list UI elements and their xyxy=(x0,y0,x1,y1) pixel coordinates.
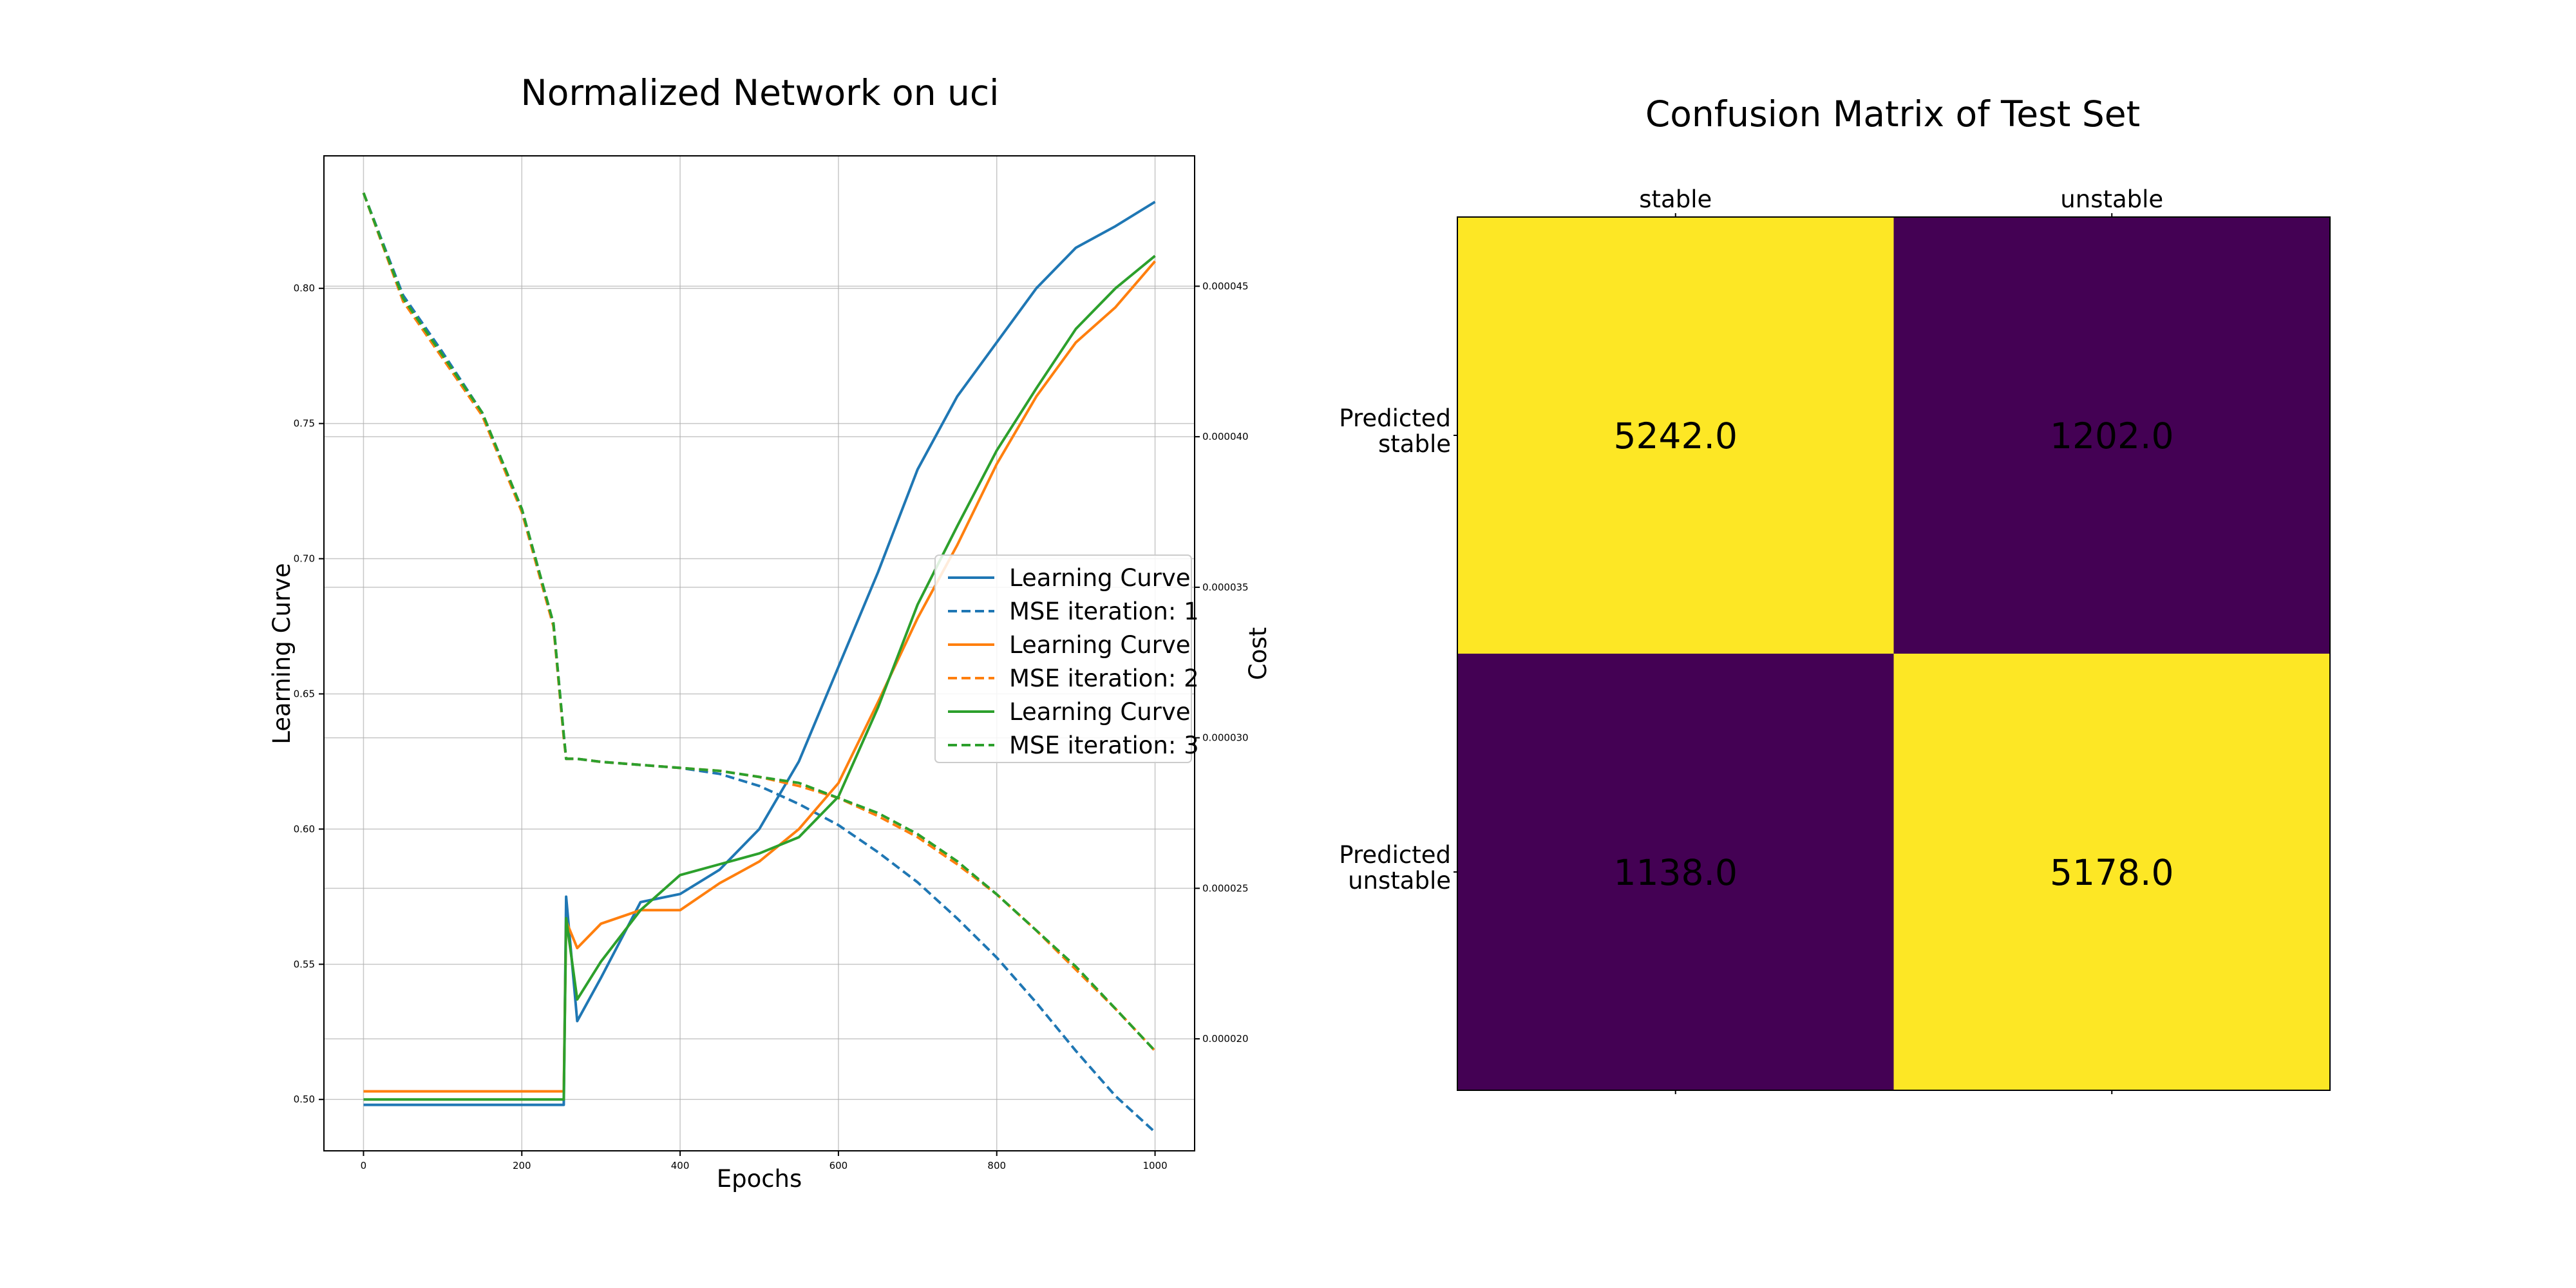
y-tick-label: 0.75 xyxy=(294,418,315,430)
cell-value-label: 1138.0 xyxy=(1614,852,1738,893)
series-line-5 xyxy=(363,254,1156,1101)
y2-tick-label: 0.000045 xyxy=(1202,280,1249,292)
x-tick-label: 0 xyxy=(361,1160,367,1171)
x-tick-label: 1000 xyxy=(1142,1160,1167,1171)
y-tick-label: 0.70 xyxy=(294,553,315,565)
y-tick-label: 0.80 xyxy=(294,283,315,294)
row-label: unstable xyxy=(1348,867,1451,895)
line-chart-frame xyxy=(323,155,1195,1151)
row-label: stable xyxy=(1378,430,1451,458)
confusion-matrix-frame xyxy=(1457,216,2331,1091)
confusion-matrix-chart: Confusion Matrix of Test Set 5242.0 1202.… xyxy=(1339,93,2331,1094)
matrix-cell xyxy=(1893,217,2330,654)
y-axis-label: Learning Curve xyxy=(268,563,296,744)
confusion-matrix-labels: stable unstablePredictedstablePredictedun… xyxy=(1339,185,2163,1094)
cell-value-label: 5178.0 xyxy=(2050,852,2174,893)
x-tick-label: 400 xyxy=(671,1160,690,1171)
x-tick-label: 200 xyxy=(513,1160,531,1171)
line-chart-title: Normalized Network on uci xyxy=(521,72,999,113)
y2-tick-label: 0.000025 xyxy=(1202,882,1249,894)
y2-tick-label: 0.000035 xyxy=(1202,582,1249,593)
legend-label: Learning Curve xyxy=(1009,698,1191,726)
legend-label: MSE iteration: 3 xyxy=(1009,732,1199,759)
y-tick-label: 0.65 xyxy=(294,688,315,699)
confusion-matrix-title: Confusion Matrix of Test Set xyxy=(1645,93,2140,135)
matrix-cell xyxy=(1893,654,2330,1090)
x-axis-label: Epochs xyxy=(717,1165,802,1193)
series-line-3 xyxy=(363,260,1157,1093)
y2-tick-label: 0.000030 xyxy=(1202,732,1249,744)
legend-box xyxy=(934,554,1192,763)
cell-value-label: 1202.0 xyxy=(2050,415,2174,457)
x-tick-label: 600 xyxy=(829,1160,848,1171)
y-tick-label: 0.60 xyxy=(294,823,315,835)
y-tick-label: 0.50 xyxy=(294,1094,315,1105)
legend-label: Learning Curve xyxy=(1009,564,1191,592)
row-label: Predicted xyxy=(1339,404,1451,432)
legend-label: MSE iteration: 1 xyxy=(1009,598,1199,625)
y2-tick-label: 0.000020 xyxy=(1202,1033,1249,1045)
y-tick-label: 0.55 xyxy=(294,958,315,970)
cell-value-label: 5242.0 xyxy=(1614,415,1738,457)
line-chart-legend: Learning Curve MSE iteration: 1 Learning C… xyxy=(934,554,1199,763)
y2-axis-label: Cost xyxy=(1244,627,1272,680)
y2-tick-label: 0.000040 xyxy=(1202,431,1249,442)
confusion-matrix-cells: 5242.0 1202.0 1138.0 5178.0 xyxy=(1457,217,2330,1090)
series-line-6 xyxy=(362,192,1156,1052)
line-chart-ticks: 0 200 400 600 800 1000 0.50 0.55 0.60 0.65 0.70 0.7… xyxy=(294,280,1249,1171)
learning-curve-chart: Normalized Network on uci 0 200 400 600 800 1… xyxy=(268,72,1272,1193)
column-label: unstable xyxy=(2060,185,2163,213)
row-label: Predicted xyxy=(1339,841,1451,869)
legend-label: Learning Curve xyxy=(1009,631,1191,659)
series-line-1 xyxy=(363,200,1156,1106)
matrix-cell xyxy=(1457,654,1894,1090)
line-chart-series xyxy=(362,192,1157,1133)
matrix-cell xyxy=(1457,217,1894,654)
column-label: stable xyxy=(1639,185,1712,213)
x-tick-label: 800 xyxy=(987,1160,1006,1171)
legend-label: MSE iteration: 2 xyxy=(1009,665,1199,692)
